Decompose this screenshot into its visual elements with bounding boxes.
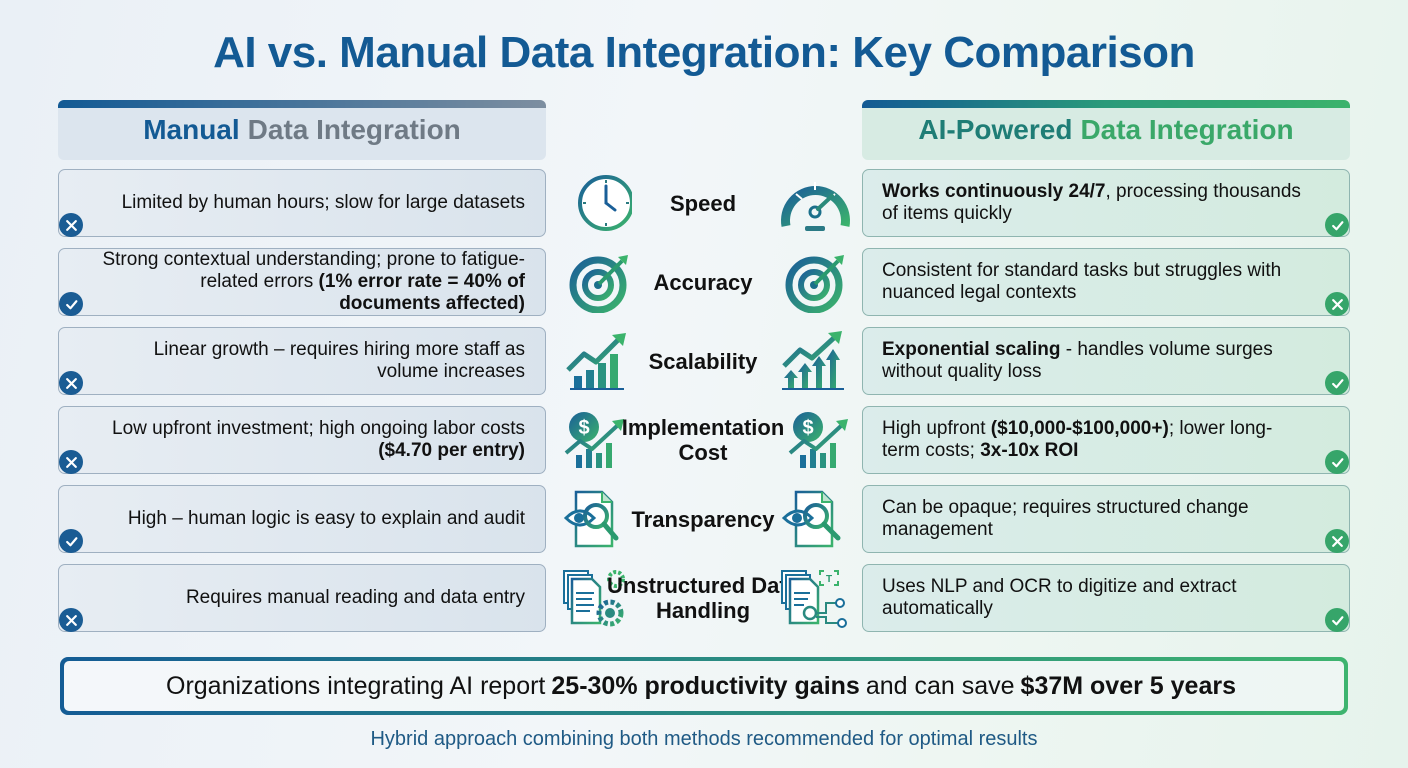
manual-text: High – human logic is easy to explain an… [127, 508, 525, 529]
manual-text: Strong contextual understanding; prone t… [102, 249, 525, 314]
category-label: Accuracy [653, 269, 753, 295]
manual-card: Limited by human hours; slow for large d… [58, 169, 546, 237]
ai-card: Works continuously 24/7, processing thou… [862, 169, 1350, 237]
manual-header-accent-bar [58, 100, 546, 108]
check-icon [1325, 450, 1349, 474]
growth-arrows-icon [782, 331, 844, 390]
manual-column-header: Manual Data Integration [58, 100, 546, 160]
page-title: AI vs. Manual Data Integration: Key Comp… [213, 28, 1195, 77]
svg-text:$: $ [578, 417, 589, 439]
x-icon [59, 371, 83, 395]
speedometer-icon [781, 182, 850, 231]
svg-text:$: $ [802, 417, 813, 439]
x-icon [59, 450, 83, 474]
manual-card: High – human logic is easy to explain an… [58, 485, 546, 553]
category-label: Unstructured Data Handling [607, 573, 799, 623]
ai-column-header: AI-Powered Data Integration [862, 100, 1350, 160]
comparison-row-unstructured-data: Requires manual reading and data entry U… [0, 564, 1408, 632]
comparison-row-accuracy: Strong contextual understanding; prone t… [0, 248, 1408, 316]
ai-text: Consistent for standard tasks but strugg… [882, 260, 1282, 303]
x-icon [59, 213, 83, 237]
ai-header-emphasis: AI-Powered [918, 114, 1073, 145]
summary-text: Organizations integrating AI report 25-30… [64, 661, 1344, 711]
check-icon [59, 529, 83, 553]
check-icon [1325, 213, 1349, 237]
check-icon [1325, 608, 1349, 632]
manual-card: Linear growth – requires hiring more sta… [58, 327, 546, 395]
check-icon [1325, 371, 1349, 395]
dollar-chart-icon: $ [788, 412, 848, 468]
comparison-row-transparency: High – human logic is easy to explain an… [0, 485, 1408, 553]
ai-text: High upfront ($10,000-$100,000+); lower … [882, 418, 1273, 461]
category-label: Scalability [648, 348, 758, 374]
ai-card: Exponential scaling - handles volume sur… [862, 327, 1350, 395]
ai-header-accent-bar [862, 100, 1350, 108]
comparison-row-implementation-cost: Low upfront investment; high ongoing lab… [0, 406, 1408, 474]
ai-text: Works continuously 24/7, processing thou… [882, 181, 1301, 224]
manual-header-rest: Data Integration [247, 114, 461, 145]
document-magnifier-icon [563, 490, 619, 548]
comparison-row-speed: Limited by human hours; slow for large d… [0, 169, 1408, 237]
category-label: Transparency [631, 506, 775, 532]
manual-text: Requires manual reading and data entry [185, 587, 525, 608]
comparison-row-scalability: Linear growth – requires hiring more sta… [0, 327, 1408, 395]
manual-card: Low upfront investment; high ongoing lab… [58, 406, 546, 474]
x-icon [1325, 529, 1349, 553]
dollar-chart-icon: $ [564, 412, 624, 468]
ai-header-rest: Data Integration [1080, 114, 1294, 145]
x-icon [1325, 292, 1349, 316]
ai-card: Can be opaque; requires structured chang… [862, 485, 1350, 553]
ai-card: High upfront ($10,000-$100,000+); lower … [862, 406, 1350, 474]
ai-text: Can be opaque; requires structured chang… [882, 497, 1249, 540]
check-icon [59, 292, 83, 316]
target-icon [569, 255, 628, 313]
ai-card: Uses NLP and OCR to digitize and extract… [862, 564, 1350, 632]
summary-banner: Organizations integrating AI report 25-30… [60, 657, 1348, 715]
ai-text: Uses NLP and OCR to digitize and extract… [882, 576, 1237, 619]
ai-text: Exponential scaling - handles volume sur… [882, 339, 1273, 382]
footnote: Hybrid approach combining both methods r… [370, 728, 1038, 750]
manual-text: Linear growth – requires hiring more sta… [153, 339, 525, 382]
manual-text: Limited by human hours; slow for large d… [121, 192, 525, 213]
svg-text:T: T [826, 574, 832, 585]
manual-card: Requires manual reading and data entry [58, 564, 546, 632]
category-label: Implementation Cost [621, 415, 785, 465]
manual-text: Low upfront investment; high ongoing lab… [112, 418, 525, 461]
fast-clock-icon [564, 175, 632, 231]
growth-chart-icon [566, 333, 626, 390]
ai-card: Consistent for standard tasks but strugg… [862, 248, 1350, 316]
manual-card: Strong contextual understanding; prone t… [58, 248, 546, 316]
documents-ocr-icon: T [781, 570, 847, 628]
x-icon [59, 608, 83, 632]
document-magnifier-icon [781, 490, 841, 548]
target-icon [785, 255, 844, 313]
manual-header-emphasis: Manual [143, 114, 240, 145]
category-label: Speed [669, 190, 737, 216]
documents-gears-icon [563, 570, 625, 627]
